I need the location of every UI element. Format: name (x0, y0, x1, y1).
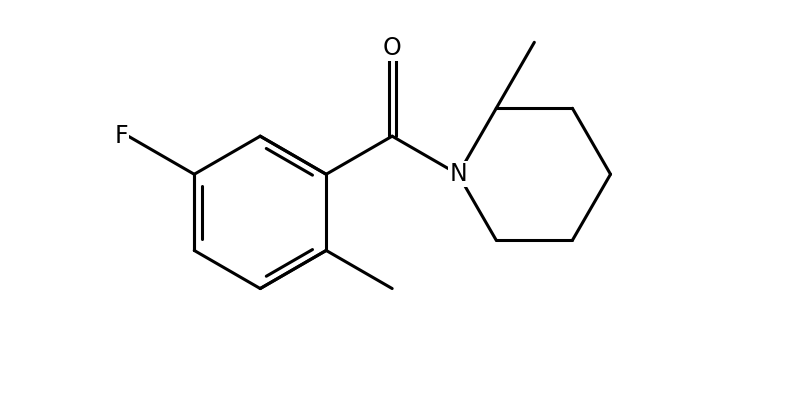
Text: F: F (115, 124, 128, 148)
Text: N: N (450, 162, 467, 186)
Text: O: O (383, 36, 401, 60)
